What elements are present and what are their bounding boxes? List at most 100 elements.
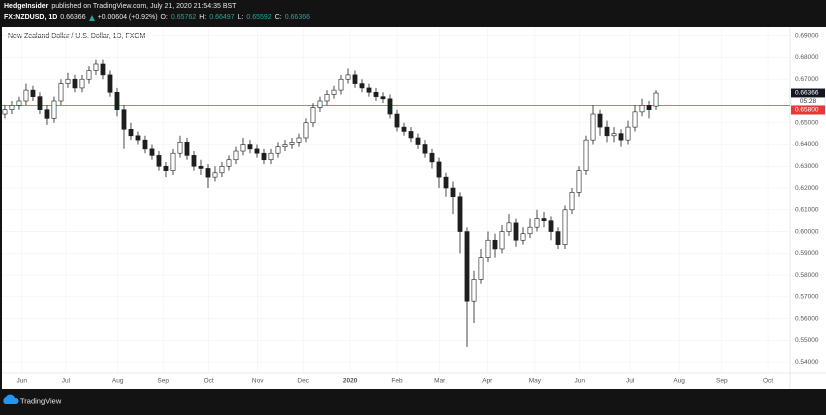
- x-tick-label: Apr: [482, 378, 493, 385]
- x-tick-label: Feb: [391, 378, 403, 385]
- candle-body: [268, 152, 274, 161]
- candle-body: [142, 139, 148, 150]
- x-tick-label: 2020: [343, 378, 358, 385]
- chart-title: New Zealand Dollar / U.S. Dollar, 1D, FX…: [8, 33, 145, 40]
- candle-body: [261, 152, 267, 161]
- header-line-2: FX:NZDUSD, 1D 0.66366 +0.00604 (+0.92%) …: [4, 14, 310, 21]
- chart: New Zealand Dollar / U.S. Dollar, 1D, FX…: [2, 27, 826, 389]
- candle-body: [415, 137, 421, 145]
- y-tick-label: 0.67000: [795, 76, 819, 83]
- candle-body: [184, 142, 190, 156]
- candle-body: [282, 144, 288, 147]
- candle-body: [79, 78, 85, 89]
- candle-body: [464, 231, 470, 302]
- candle-body: [219, 165, 225, 174]
- candle-body: [457, 196, 463, 232]
- candle-body: [317, 100, 323, 108]
- candle-body: [436, 161, 442, 178]
- candle-body: [632, 111, 638, 128]
- candle-body: [198, 165, 204, 169]
- x-tick-label: Dec: [297, 378, 309, 385]
- last-price-label: 0.66366: [795, 90, 819, 97]
- candle-body: [23, 89, 29, 102]
- x-tick-label: Jul: [626, 378, 635, 385]
- candle-body: [513, 222, 519, 241]
- candle-body: [506, 222, 512, 232]
- candle-body: [212, 172, 218, 178]
- candle-body: [114, 91, 120, 110]
- candle-body: [646, 105, 652, 110]
- candle-body: [443, 176, 449, 189]
- y-tick-label: 0.54000: [795, 359, 819, 366]
- candle-body: [387, 98, 393, 115]
- y-tick-label: 0.64000: [795, 141, 819, 148]
- up-arrow: [88, 14, 95, 21]
- x-tick-label: Oct: [204, 378, 214, 385]
- x-tick-label: Mar: [434, 378, 446, 385]
- y-tick-label: 0.68000: [795, 54, 819, 61]
- high-label: H:: [199, 14, 207, 21]
- footer: TradingView: [0, 392, 826, 410]
- brand: TradingView: [20, 396, 62, 405]
- candle-body: [485, 239, 491, 258]
- candle-body: [107, 74, 113, 93]
- x-tick-label: May: [529, 378, 542, 385]
- header-line-1: HedgeInsider published on TradingView.co…: [4, 3, 236, 10]
- y-tick-label: 0.59000: [795, 250, 819, 257]
- candle-body: [625, 126, 631, 141]
- countdown: 05:28: [800, 98, 817, 105]
- candle-body: [604, 126, 610, 137]
- header: HedgeInsider published on TradingView.co…: [0, 0, 826, 27]
- candle-body: [135, 135, 141, 141]
- candle-body: [226, 159, 232, 167]
- candle-body: [422, 144, 428, 154]
- y-tick-label: 0.60000: [795, 228, 819, 235]
- candle-body: [541, 218, 547, 221]
- candle-body: [373, 91, 379, 97]
- candle-body: [555, 231, 561, 245]
- candle-body: [611, 133, 617, 137]
- x-tick-label: Aug: [112, 378, 124, 385]
- candle-body: [303, 122, 309, 139]
- candle-body: [240, 144, 246, 152]
- candle-body: [254, 148, 260, 154]
- candle-body: [639, 105, 645, 113]
- candle-body: [408, 131, 414, 139]
- candle-body: [177, 142, 183, 154]
- candle-body: [569, 192, 575, 211]
- candle-body: [618, 133, 624, 141]
- candle-body: [429, 152, 435, 163]
- x-tick-label: Jun: [574, 378, 585, 385]
- candle-body: [149, 148, 155, 156]
- x-tick-label: Jun: [17, 378, 28, 385]
- x-tick-label: Aug: [673, 378, 685, 385]
- candle-body: [597, 113, 603, 128]
- y-tick-label: 0.55000: [795, 337, 819, 344]
- open-label: O:: [160, 14, 168, 21]
- logo-icon: [3, 394, 19, 404]
- y-tick-label: 0.61000: [795, 207, 819, 214]
- x-tick-label: Jul: [62, 378, 71, 385]
- candle-body: [275, 146, 281, 154]
- candle-body: [352, 74, 358, 84]
- change: +0.00604 (+0.92%): [97, 14, 158, 21]
- candle-body: [450, 187, 456, 198]
- candle-body: [9, 105, 15, 110]
- candle-body: [233, 150, 239, 161]
- candle-body: [86, 70, 92, 80]
- candle-body: [2, 109, 8, 115]
- candle-body: [170, 152, 176, 171]
- candle-body: [121, 109, 127, 130]
- reference-price-label: 0.65800: [795, 107, 819, 114]
- footer-logo: TradingView: [3, 394, 62, 405]
- candle-body: [324, 94, 330, 102]
- candle-body: [527, 226, 533, 235]
- candle-body: [310, 107, 316, 124]
- candle-body: [478, 257, 484, 280]
- candle-body: [205, 168, 211, 178]
- candle-body: [653, 92, 659, 107]
- candle-body: [576, 170, 582, 193]
- candle-body: [394, 113, 400, 128]
- close-label: C:: [274, 14, 282, 21]
